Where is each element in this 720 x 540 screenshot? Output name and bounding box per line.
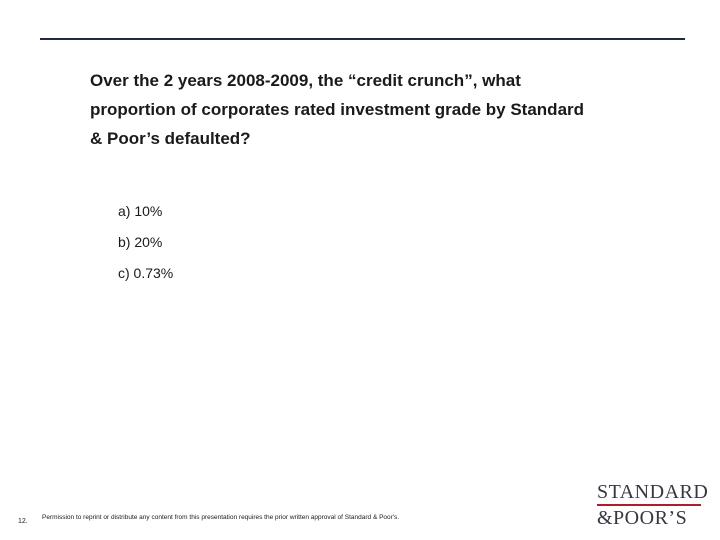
top-rule bbox=[40, 38, 685, 40]
question-line: Over the 2 years 2008-2009, the “credit … bbox=[90, 71, 521, 90]
logo-top: STANDARD bbox=[597, 481, 709, 503]
option: c) 0.73% bbox=[118, 265, 174, 281]
logo-divider bbox=[597, 504, 701, 506]
option: a) 10% bbox=[118, 203, 163, 219]
logo-bottom: &POOR’S bbox=[597, 507, 688, 529]
question-line: proportion of corporates rated investmen… bbox=[90, 100, 585, 119]
permission-note: Permission to reprint or distribute any … bbox=[42, 514, 400, 521]
option: b) 20% bbox=[118, 234, 163, 250]
question-line: & Poor’s defaulted? bbox=[90, 129, 251, 148]
page-number: 12. bbox=[18, 518, 28, 525]
